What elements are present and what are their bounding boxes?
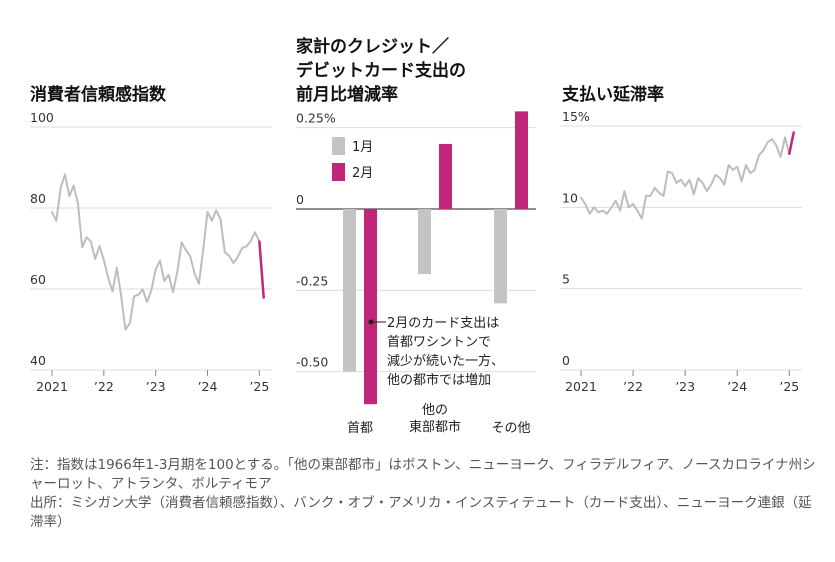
p1-xtick-label: ’23 [146,379,166,394]
card-spending-title-line-2: デビットカード支出の [296,60,466,81]
legend-label-feb: 2月 [352,166,373,181]
bar-category-label: 東部都市 [409,419,461,435]
card-spending-title-line-3: 前月比増減率 [296,84,398,105]
p1-xtick-label: ’24 [198,379,218,394]
annotation-line-1: 2月のカード支出は [387,316,499,331]
p1-series-line-latest [258,240,265,299]
p1-ytick-label: 60 [30,272,46,287]
p3-series-line-history [580,136,791,220]
p1-xtick-label: 2021 [36,379,68,394]
p1-ytick-label: 100 [30,110,54,125]
bar-ytick-label: -0.25 [296,273,328,288]
p3-ytick-label: 0 [562,353,570,368]
card-spending-legend: 1月 2月 [332,137,373,181]
p3-ytick-label: 5 [562,272,570,287]
source-text: 出所：ミシガン大学（消費者信頼感指数）、バンク・オブ・アメリカ・インスティテュー… [30,495,812,530]
delinquency-rate-chart: 支払い延滞率 15% 10 5 0 2021 ’22 ’23 ’24 ’25 [560,84,802,394]
p3-xtick-label: 2021 [565,379,597,394]
bar-ytick-label: 0.25% [296,111,336,126]
bar-jan-3 [494,209,507,304]
p1-ytick-label: 40 [30,353,46,368]
card-spending-annotation: 2月のカード支出は 首都ワシントンで 減少が続いた一方、 他の都市では増加 [368,316,504,388]
bar-ytick-label: -0.50 [296,355,328,370]
p3-xtick-label: ’23 [675,379,695,394]
legend-label-jan: 1月 [352,140,373,155]
annotation-dot [368,319,374,325]
bar-feb-3 [515,111,528,209]
p3-ytick-label: 10 [562,190,578,205]
annotation-line-2: 首都ワシントンで [387,335,491,350]
bar-category-label: 他の [422,403,448,418]
p3-series-line-latest [788,131,795,155]
legend-swatch-jan [332,137,345,155]
bar-jan-2 [418,209,431,275]
p1-xtick-label: ’22 [94,379,114,394]
footnotes: 注：指数は1966年1-3月期を100とする。「他の東部都市」はボストン、ニュー… [30,456,820,532]
bar-feb-1 [364,209,377,405]
p1-xtick-label: ’25 [249,379,269,394]
p3-xtick-label: ’25 [779,379,799,394]
bar-feb-2 [439,143,452,209]
card-spending-chart: 家計のクレジット／ デビットカード支出の 前月比増減率 0.25% 0 -0.25 -… [296,36,536,436]
bar-jan-1 [343,209,356,372]
consumer-confidence-title: 消費者信頼感指数 [30,84,167,105]
p3-ytick-label: 15% [562,109,590,124]
p3-xtick-label: ’22 [623,379,643,394]
annotation-line-3: 減少が続いた一方、 [387,353,504,369]
consumer-confidence-chart: 消費者信頼感指数 100 80 60 40 2021 ’22 ’23 ’24 ’25 [30,84,272,394]
p3-xtick-label: ’24 [727,379,747,394]
bar-category-label: その他 [491,421,530,436]
annotation-line-4: 他の都市では増加 [387,372,491,388]
note-text: 注：指数は1966年1-3月期を100とする。「他の東部都市」はボストン、ニュー… [30,457,816,492]
card-spending-title-line-1: 家計のクレジット／ [296,36,449,57]
p1-ytick-label: 80 [30,191,46,206]
bar-ytick-label: 0 [296,192,304,207]
delinquency-rate-title: 支払い延滞率 [562,84,664,105]
p1-series-line-history [51,173,261,331]
legend-swatch-feb [332,163,345,181]
bar-category-label: 首都 [347,421,373,436]
